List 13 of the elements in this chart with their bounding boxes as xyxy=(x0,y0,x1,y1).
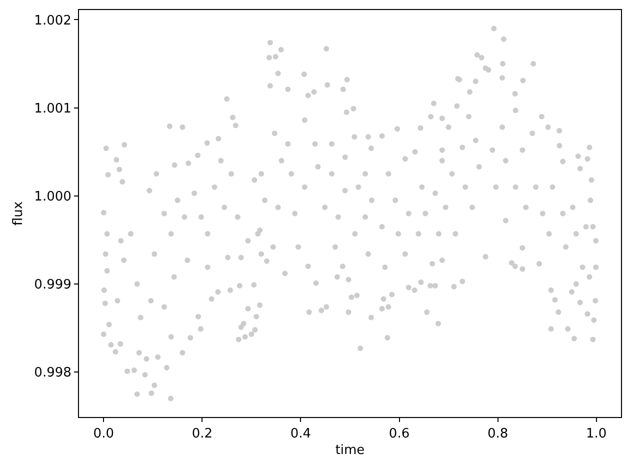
y-tick-label: 1.000 xyxy=(34,189,72,204)
y-axis-title: flux xyxy=(11,201,26,226)
x-tick-label: 0.0 xyxy=(93,426,114,442)
x-tick-label: 0.4 xyxy=(290,426,312,442)
y-tick-label: 1.002 xyxy=(34,13,72,28)
y-tick-label: 0.999 xyxy=(34,278,72,293)
x-axis-title: time xyxy=(335,443,365,458)
x-tick-label: 0.8 xyxy=(487,426,508,442)
y-tick-label: 1.001 xyxy=(34,101,72,116)
x-tick-label: 1.0 xyxy=(586,426,607,442)
y-tick-label: 0.998 xyxy=(34,366,72,381)
x-tick-label: 0.6 xyxy=(388,426,410,442)
x-tick-label: 0.2 xyxy=(192,426,213,442)
